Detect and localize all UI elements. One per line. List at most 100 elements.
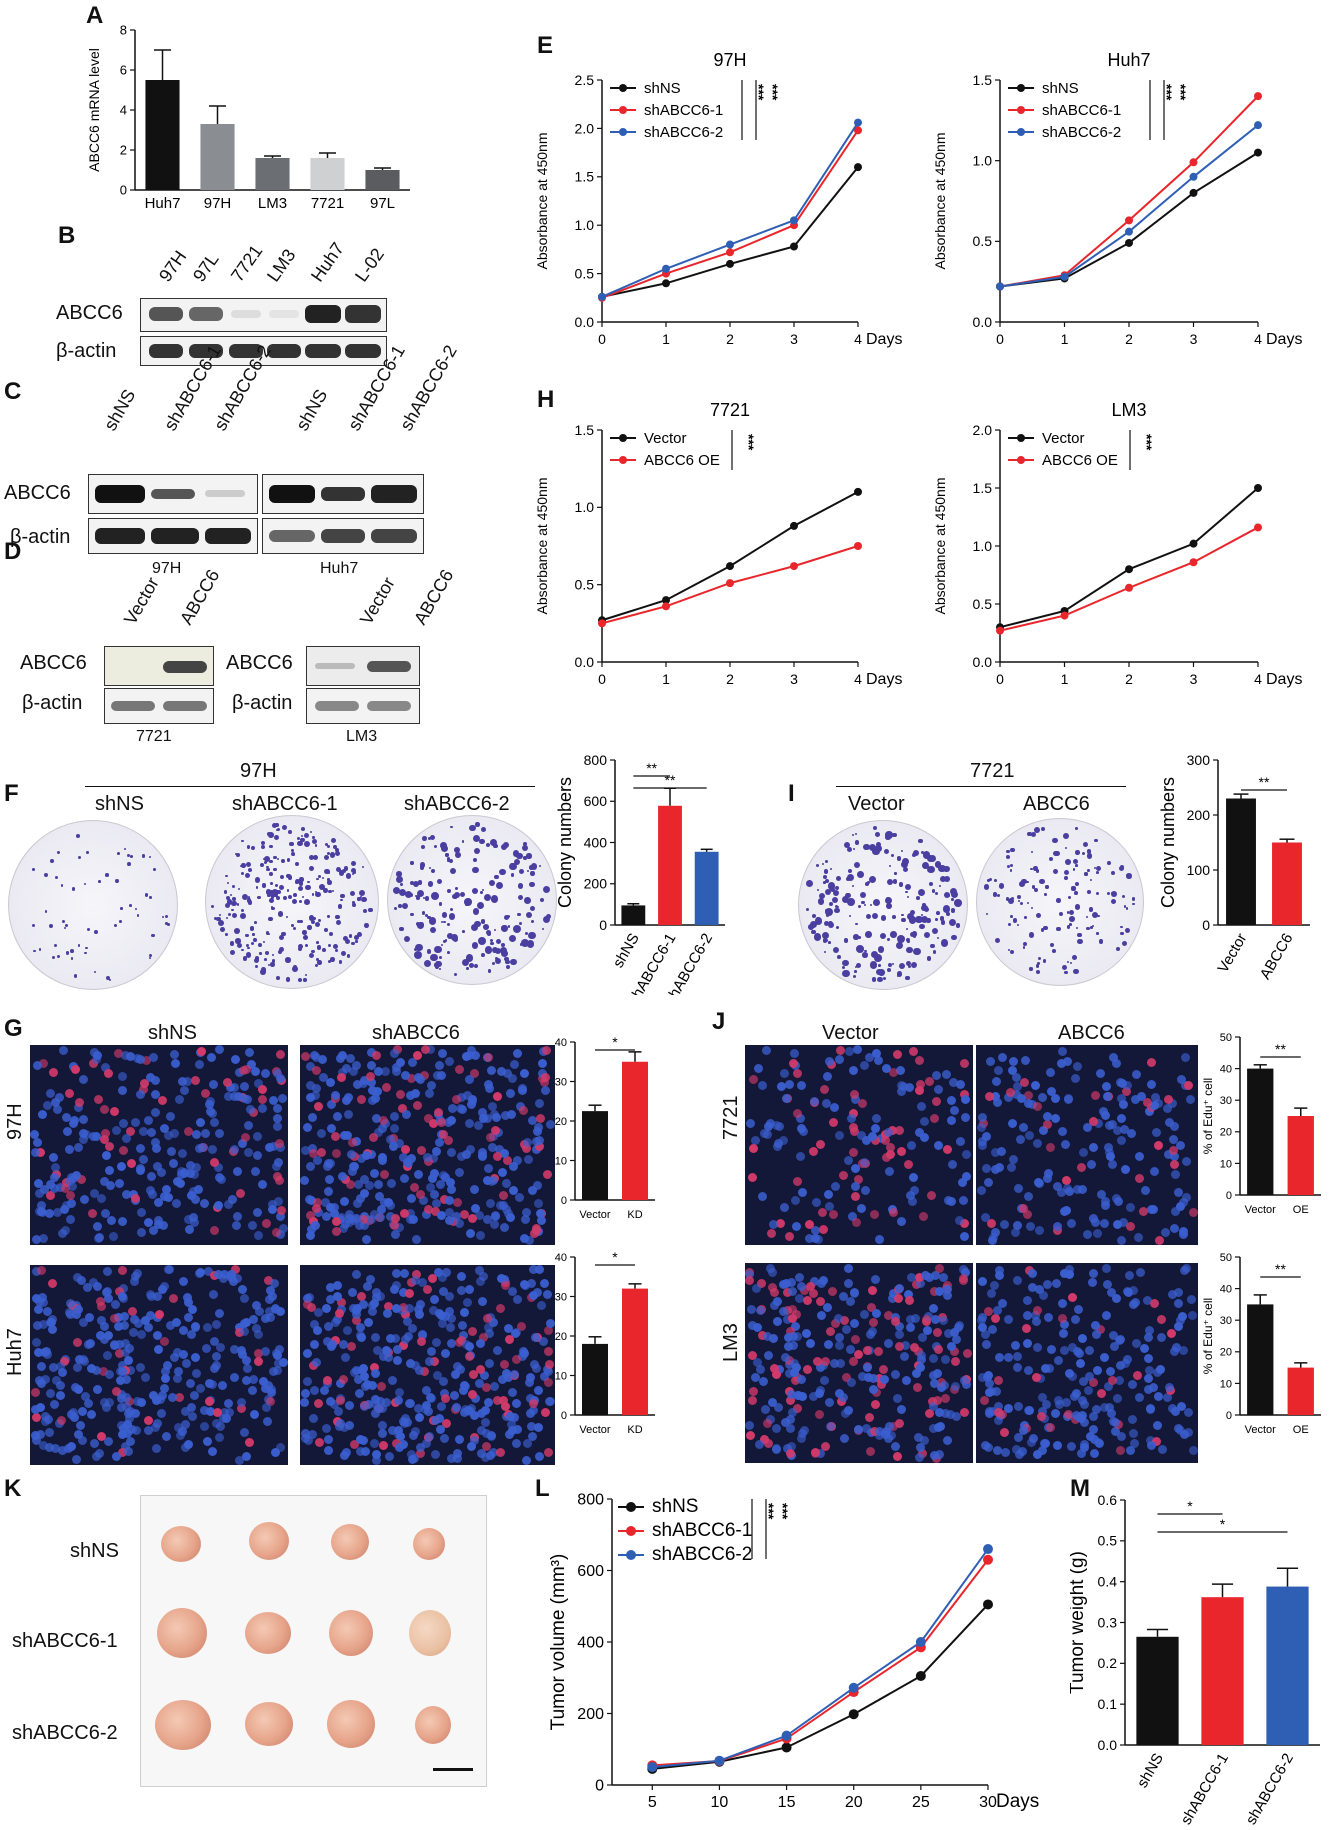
nucleus bbox=[400, 1268, 410, 1278]
colony-dot bbox=[214, 917, 218, 921]
nucleus bbox=[1182, 1192, 1192, 1202]
colony-dot bbox=[77, 855, 82, 860]
nucleus bbox=[460, 1382, 470, 1392]
blot-d-lm3-abcc6 bbox=[306, 646, 420, 686]
nucleus bbox=[1112, 1294, 1122, 1303]
y-tick-label: 0 bbox=[120, 183, 127, 198]
colony-dot bbox=[241, 908, 245, 913]
colony-dot bbox=[1059, 912, 1064, 916]
nucleus bbox=[213, 1200, 223, 1210]
colony-dot bbox=[440, 943, 443, 946]
nucleus bbox=[445, 1292, 455, 1302]
nucleus bbox=[274, 1359, 284, 1369]
data-point bbox=[854, 163, 862, 172]
nucleus bbox=[372, 1455, 382, 1465]
nucleus bbox=[1084, 1386, 1094, 1396]
nucleus bbox=[48, 1067, 58, 1077]
nucleus bbox=[834, 1333, 844, 1343]
nucleus bbox=[452, 1449, 462, 1459]
tumor bbox=[413, 1528, 445, 1560]
nucleus bbox=[165, 1112, 175, 1122]
nucleus bbox=[187, 1411, 197, 1421]
legend-marker bbox=[619, 84, 627, 92]
nucleus bbox=[52, 1375, 62, 1385]
nucleus bbox=[822, 1303, 832, 1313]
nucleus bbox=[374, 1192, 384, 1202]
nucleus bbox=[1003, 1404, 1013, 1414]
colony-dot bbox=[1091, 924, 1094, 927]
nucleus bbox=[1021, 1323, 1031, 1333]
nucleus bbox=[338, 1171, 348, 1181]
nucleus bbox=[131, 1271, 141, 1281]
nucleus bbox=[323, 1376, 333, 1386]
edu-row-label: 97H bbox=[4, 1103, 26, 1140]
y-tick-label: 1.0 bbox=[973, 153, 993, 169]
nucleus bbox=[820, 1375, 830, 1385]
nucleus bbox=[324, 1321, 334, 1331]
nucleus bbox=[357, 1333, 367, 1343]
nucleus bbox=[444, 1215, 454, 1225]
y-tick-label: 20 bbox=[1220, 1127, 1232, 1139]
colony-dot bbox=[844, 892, 851, 899]
nucleus bbox=[371, 1050, 381, 1060]
colony-dot bbox=[328, 959, 332, 964]
nucleus bbox=[224, 1398, 234, 1408]
nucleus bbox=[308, 1143, 318, 1153]
colony-dot bbox=[909, 910, 915, 916]
nucleus bbox=[751, 1283, 761, 1293]
nucleus bbox=[980, 1441, 990, 1451]
colony-dot bbox=[275, 976, 280, 980]
data-point bbox=[996, 282, 1004, 291]
colony-dot bbox=[883, 977, 887, 981]
colony-dot bbox=[468, 962, 474, 968]
nucleus bbox=[987, 1386, 997, 1396]
nucleus bbox=[77, 1436, 87, 1446]
nucleus bbox=[93, 1221, 103, 1231]
colony-dot bbox=[901, 850, 904, 853]
colony-dot bbox=[286, 874, 291, 879]
nucleus bbox=[97, 1431, 107, 1441]
colony-dot bbox=[939, 916, 945, 921]
colony-dot bbox=[943, 866, 950, 873]
colony-dot bbox=[488, 969, 492, 973]
colony-dot bbox=[271, 892, 276, 898]
nucleus bbox=[211, 1319, 221, 1329]
nucleus bbox=[444, 1196, 454, 1206]
colony-dot bbox=[246, 943, 250, 948]
blot-band bbox=[321, 529, 365, 543]
nucleus bbox=[105, 1181, 115, 1191]
nucleus bbox=[104, 1437, 114, 1447]
nucleus bbox=[254, 1349, 264, 1359]
nucleus bbox=[1188, 1446, 1198, 1456]
colony-dot bbox=[1042, 959, 1047, 963]
colony-dot bbox=[301, 834, 304, 838]
colony-dot bbox=[231, 885, 236, 889]
lane-label: L-02 bbox=[351, 244, 389, 286]
blot-row-label: ABCC6 bbox=[4, 482, 71, 504]
colony-dot bbox=[1033, 866, 1038, 871]
bar bbox=[1201, 1597, 1244, 1745]
nucleus bbox=[981, 1340, 991, 1350]
nucleus bbox=[860, 1310, 870, 1320]
nucleus bbox=[325, 1175, 335, 1185]
nucleus bbox=[529, 1265, 539, 1275]
nucleus bbox=[470, 1050, 480, 1060]
nucleus bbox=[783, 1444, 793, 1454]
nucleus bbox=[539, 1337, 549, 1347]
colony-dot bbox=[480, 827, 486, 833]
nucleus bbox=[381, 1083, 391, 1093]
nucleus bbox=[766, 1228, 776, 1238]
nucleus bbox=[537, 1059, 547, 1069]
nucleus bbox=[757, 1192, 767, 1201]
nucleus bbox=[950, 1328, 960, 1338]
nucleus bbox=[424, 1088, 434, 1098]
legend-label: shNS bbox=[1042, 80, 1079, 97]
nucleus bbox=[252, 1132, 262, 1142]
nucleus bbox=[530, 1332, 540, 1342]
colony-dot bbox=[477, 901, 485, 910]
y-tick-label: 0.5 bbox=[973, 233, 993, 249]
nucleus bbox=[253, 1330, 263, 1340]
nucleus bbox=[65, 1089, 75, 1099]
nucleus bbox=[338, 1339, 348, 1349]
colony-dot bbox=[241, 871, 245, 875]
